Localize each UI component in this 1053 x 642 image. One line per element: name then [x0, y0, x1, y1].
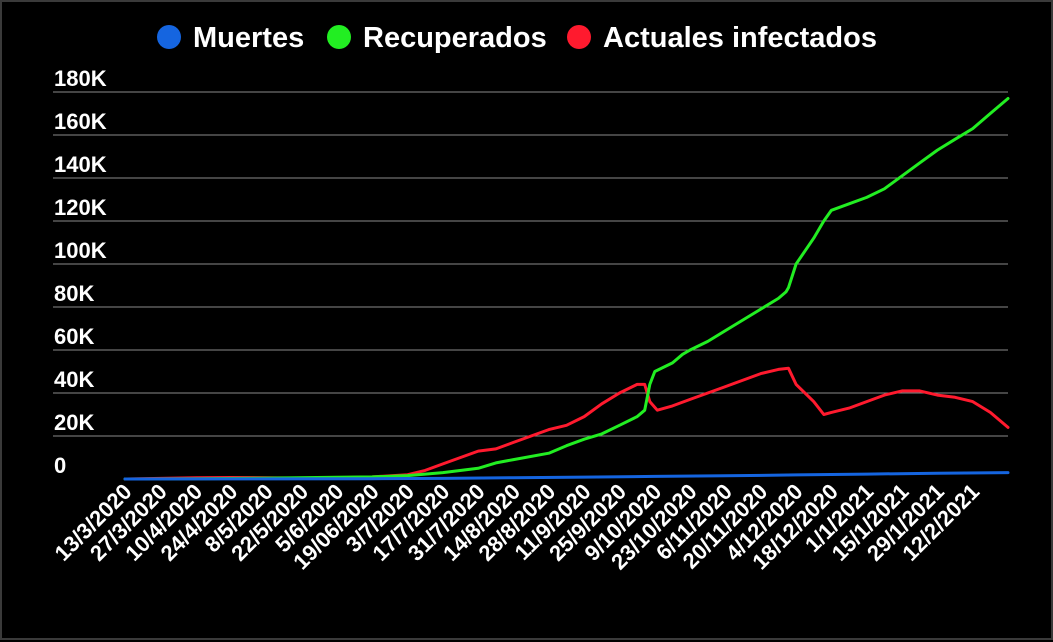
y-tick-label: 100K — [54, 238, 107, 263]
legend-label: Actuales infectados — [603, 22, 877, 54]
y-tick-label: 40K — [54, 367, 94, 392]
x-axis-ticks: 13/3/202027/3/202010/4/202024/4/20208/5/… — [50, 479, 985, 575]
y-tick-label: 140K — [54, 152, 107, 177]
series-line-muertes — [123, 471, 1010, 481]
y-tick-label: 120K — [54, 195, 107, 220]
series-lines — [123, 97, 1010, 481]
y-tick-label: 20K — [54, 410, 94, 435]
gridlines — [53, 91, 1008, 437]
legend-marker — [567, 25, 591, 49]
y-tick-label: 60K — [54, 324, 94, 349]
legend-label: Muertes — [193, 22, 304, 54]
legend-label: Recuperados — [363, 22, 547, 54]
y-axis-ticks: 0 20K 40K 60K 80K 100K 120K 140K 160K 180K — [54, 66, 107, 478]
series-line-recuperados — [123, 97, 1010, 481]
y-tick-label: 160K — [54, 109, 107, 134]
series-line-actuales-infectados — [123, 366, 1010, 481]
y-tick-label: 180K — [54, 66, 107, 91]
legend-marker — [327, 25, 351, 49]
legend-marker — [157, 25, 181, 49]
legend: Muertes Recuperados Actuales infectados — [157, 22, 877, 54]
y-tick-label: 80K — [54, 281, 94, 306]
y-tick-label: 0 — [54, 453, 66, 478]
